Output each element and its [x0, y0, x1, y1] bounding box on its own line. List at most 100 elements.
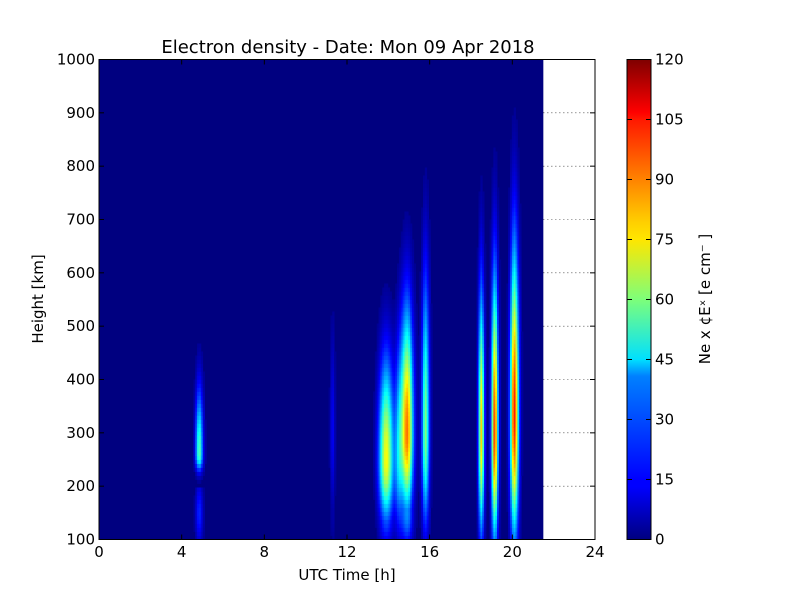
heatmap-cell — [332, 315, 335, 320]
heatmap-cell — [200, 435, 204, 440]
heatmap-cell — [402, 531, 405, 536]
heatmap-cell — [487, 415, 491, 420]
heatmap-cell — [498, 387, 502, 392]
heatmap-cell — [415, 455, 418, 460]
heatmap-cell — [424, 187, 428, 192]
heatmap-cell — [508, 379, 511, 384]
heatmap-cell — [395, 283, 398, 288]
heatmap-cell — [517, 227, 520, 232]
heatmap-cell — [200, 383, 204, 388]
heatmap-cell — [508, 311, 511, 316]
heatmap-cell — [506, 507, 509, 512]
heatmap-cell — [498, 471, 502, 476]
heatmap-cell — [408, 367, 411, 372]
heatmap-cell — [493, 311, 496, 316]
heatmap-cell — [400, 471, 404, 476]
heatmap-cell — [519, 395, 522, 400]
heatmap-cell — [484, 243, 487, 248]
heatmap-cell — [406, 483, 409, 488]
heatmap-cell — [521, 375, 524, 380]
heatmap-cell — [487, 443, 491, 448]
heatmap-cell — [415, 399, 418, 404]
heatmap-cell — [519, 243, 522, 248]
heatmap-cell — [198, 363, 202, 368]
heatmap-cell — [387, 303, 391, 308]
heatmap-cell — [480, 203, 483, 208]
heatmap-cell — [408, 531, 411, 536]
heatmap-cell — [204, 423, 207, 428]
heatmap-cell — [400, 295, 404, 300]
heatmap-cell — [515, 183, 518, 188]
heatmap-cell — [428, 447, 431, 452]
heatmap-cell — [400, 291, 404, 296]
heatmap-cell — [195, 443, 198, 448]
heatmap-cell — [402, 367, 405, 372]
heatmap-cell — [404, 271, 407, 276]
heatmap-cell — [493, 207, 496, 212]
heatmap-cell — [378, 351, 381, 356]
heatmap-cell — [397, 467, 400, 472]
heatmap-cell — [382, 399, 385, 404]
heatmap-cell — [330, 455, 333, 460]
heatmap-cell — [426, 527, 429, 532]
heatmap-cell — [402, 363, 405, 368]
heatmap-cell — [385, 455, 389, 460]
heatmap-cell — [334, 383, 337, 388]
heatmap-cell — [521, 419, 524, 424]
heatmap-cell — [393, 399, 396, 404]
heatmap-cell — [489, 303, 492, 308]
heatmap-cell — [495, 231, 498, 236]
heatmap-cell — [476, 263, 479, 268]
heatmap-cell — [506, 467, 509, 472]
heatmap-cell — [519, 223, 522, 228]
heatmap-cell — [424, 299, 428, 304]
heatmap-cell — [397, 459, 400, 464]
heatmap-cell — [384, 323, 387, 328]
heatmap-cell — [495, 467, 498, 472]
heatmap-cell — [200, 471, 204, 476]
heatmap-cell — [482, 243, 485, 248]
heatmap-cell — [422, 503, 426, 508]
heatmap-cell — [328, 423, 331, 428]
heatmap-cell — [489, 423, 492, 428]
heatmap-cell — [404, 495, 407, 500]
heatmap-cell — [411, 439, 415, 444]
heatmap-cell — [411, 279, 415, 284]
heatmap-cell — [493, 251, 496, 256]
heatmap-cell — [422, 399, 426, 404]
heatmap-cell — [404, 531, 407, 536]
heatmap-cell — [511, 327, 515, 332]
heatmap-cell — [400, 527, 404, 532]
heatmap-cell — [404, 391, 407, 396]
heatmap-cell — [195, 475, 198, 480]
heatmap-cell — [497, 391, 500, 396]
heatmap-cell — [415, 315, 418, 320]
heatmap-cell — [491, 267, 494, 272]
heatmap-cell — [511, 123, 515, 128]
heatmap-cell — [495, 211, 498, 216]
heatmap-cell — [397, 523, 400, 528]
heatmap-cell — [373, 439, 376, 444]
heatmap-cell — [478, 243, 481, 248]
heatmap-cell — [482, 443, 485, 448]
heatmap-cell — [513, 427, 516, 432]
heatmap-cell — [506, 319, 509, 324]
heatmap-cell — [391, 395, 394, 400]
heatmap-cell — [478, 531, 481, 536]
heatmap-cell — [400, 347, 404, 352]
heatmap-cell — [484, 279, 487, 284]
heatmap-cell — [384, 335, 387, 340]
heatmap-cell — [387, 507, 391, 512]
heatmap-cell — [519, 331, 522, 336]
heatmap-cell — [511, 299, 515, 304]
heatmap-cell — [480, 399, 483, 404]
heatmap-cell — [430, 331, 433, 336]
heatmap-cell — [491, 455, 494, 460]
heatmap-cell — [484, 343, 487, 348]
heatmap-cell — [511, 523, 515, 528]
heatmap-cell — [480, 475, 483, 480]
heatmap-cell — [197, 491, 200, 496]
heatmap-cell — [389, 507, 392, 512]
heatmap-cell — [476, 483, 479, 488]
heatmap-cell — [400, 399, 404, 404]
